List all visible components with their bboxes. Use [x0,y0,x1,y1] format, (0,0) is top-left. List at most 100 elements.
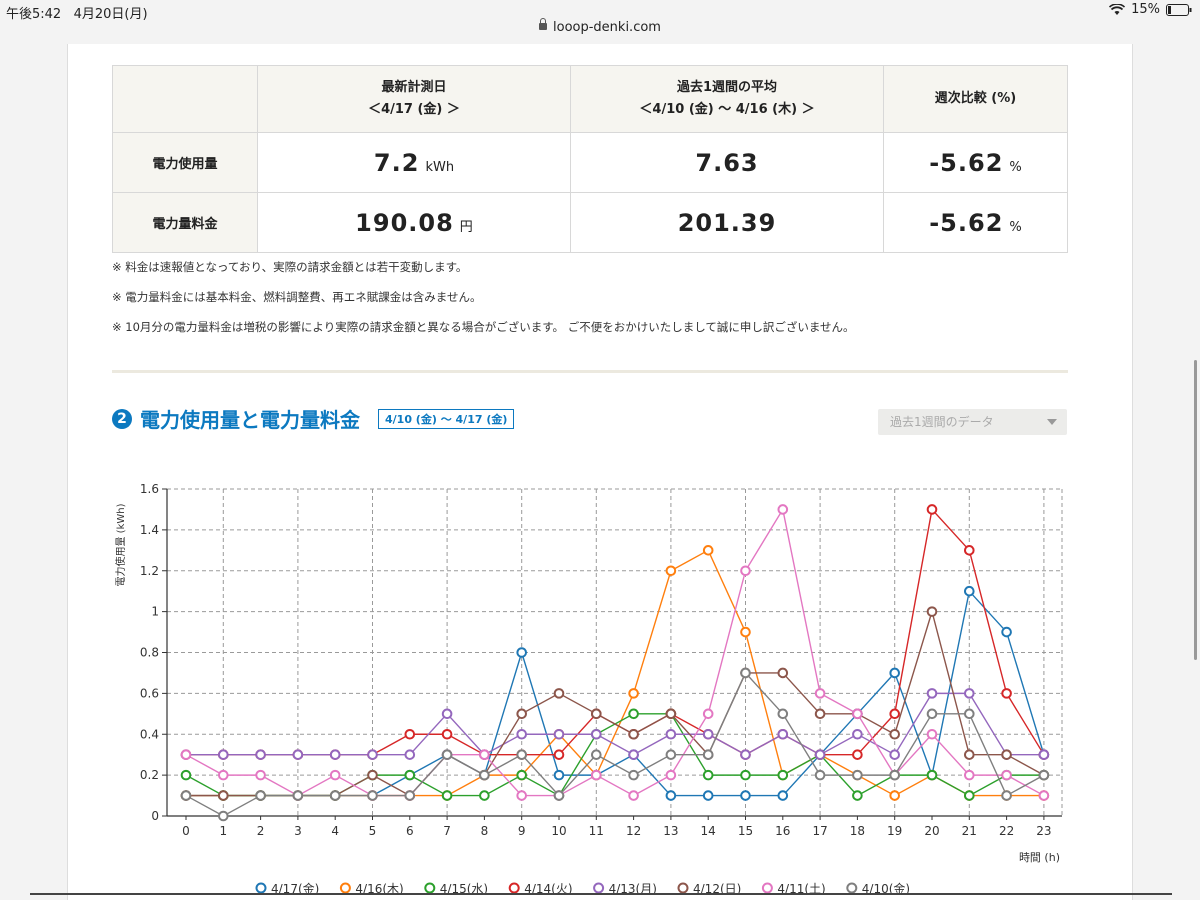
section-number-badge: 2 [112,408,132,429]
data-point [852,708,863,720]
compare-unit: % [1009,219,1022,235]
x-tick-label: 10 [551,824,566,838]
data-point [367,769,378,781]
data-point [964,769,975,781]
header-average: 過去1週間の平均 ＜4/10 (金) 〜 4/16 (木) ＞ [570,65,884,133]
data-point [926,769,938,781]
legend-marker [508,882,520,894]
data-point [367,790,378,801]
x-tick-label: 15 [738,824,753,838]
note: ※ 電力量料金には基本料金、燃料調整費、再エネ賦課金は含みません。 [112,290,482,304]
data-point [665,728,677,740]
data-point [628,728,639,740]
note: ※ 料金は速報値となっており、実際の請求金額とは若干変動します。 [112,260,468,274]
data-point [964,749,975,760]
divider [112,370,1068,373]
x-tick-label: 22 [999,824,1014,838]
data-point [964,688,975,699]
data-point [665,769,677,781]
compare-cell: -5.62% [883,192,1068,253]
data-point [889,769,901,781]
legend-marker [255,882,267,894]
data-point [665,749,677,760]
x-tick-label: 1 [219,824,227,838]
data-point [1001,688,1012,699]
data-point [665,708,677,720]
chevron-down-icon [1047,419,1057,425]
data-point [740,749,751,760]
legend-marker [677,882,689,894]
x-tick-label: 16 [775,824,790,838]
legend-marker [424,882,436,894]
data-point [441,749,453,760]
x-tick-label: 19 [887,824,902,838]
data-point [591,728,602,740]
period-select[interactable]: 過去1週間のデータ [878,409,1067,435]
series-line [186,507,1045,756]
data-point [1001,749,1012,760]
compare-value: -5.62 [929,148,1004,177]
y-tick-label: 0.2 [140,768,159,782]
y-tick-label: 1.4 [140,523,159,537]
series-line [186,692,1044,756]
y-tick-label: 1.2 [140,564,159,578]
data-point [553,790,565,801]
data-point [1001,769,1012,781]
data-point [516,647,528,658]
header-average-title: 過去1週間の平均 [676,80,778,95]
data-point [740,790,751,801]
data-point [814,769,826,781]
data-point [516,769,528,781]
header-latest-sub: ＜4/17 (金) ＞ [368,102,460,117]
y-tick-label: 0.6 [140,686,159,700]
data-point [926,688,938,699]
x-tick-label: 2 [257,824,265,838]
y-tick-label: 1.6 [140,482,159,496]
data-point [628,769,639,781]
legend-label: 4/11(土) [777,882,825,896]
data-point [1001,626,1012,638]
battery-icon [1166,3,1192,16]
wifi-icon [1109,3,1126,15]
legend-label: 4/10(金) [862,881,910,896]
data-point [218,790,229,801]
y-tick-label: 0.8 [140,646,159,660]
data-point [665,565,677,577]
legend-marker [761,882,773,894]
legend-label: 4/16(木) [355,882,403,896]
header-latest: 最新計測日 ＜4/17 (金) ＞ [257,65,571,133]
data-point [628,688,639,699]
compare-cell: -5.62% [883,132,1068,193]
data-point [926,504,938,515]
legend-label: 4/17(金) [271,881,319,896]
data-point [553,749,565,760]
battery-percent: 15% [1131,2,1160,17]
data-point [852,728,863,740]
data-point [1038,790,1050,801]
x-tick-label: 13 [663,824,678,838]
series-line [185,507,1045,797]
x-tick-label: 9 [518,824,526,838]
data-point [292,790,304,801]
x-tick-label: 20 [924,824,939,838]
scrollbar[interactable] [1194,360,1197,660]
x-tick-label: 12 [626,824,641,838]
x-tick-label: 17 [812,824,827,838]
legend-label: 4/15(水) [440,882,488,896]
row-label: 電力使用量 [112,132,258,193]
data-point [777,504,789,515]
status-right: 15% [1109,2,1192,17]
x-tick-label: 3 [294,824,302,838]
x-tick-label: 11 [589,824,604,838]
data-point [740,667,751,679]
url-bar[interactable]: looop-denki.com [0,18,1200,42]
data-point [218,810,229,822]
data-point [479,790,490,801]
data-point [591,708,602,720]
latest-value: 7.2 [373,148,420,177]
status-time: 午後5:42 4月20日(月) [6,3,148,22]
latest-value: 190.08 [355,208,454,237]
data-point [814,708,826,720]
table-row: 電力量料金 190.08 円 201.39 -5.62% [112,192,1068,253]
latest-unit: 円 [459,219,473,235]
